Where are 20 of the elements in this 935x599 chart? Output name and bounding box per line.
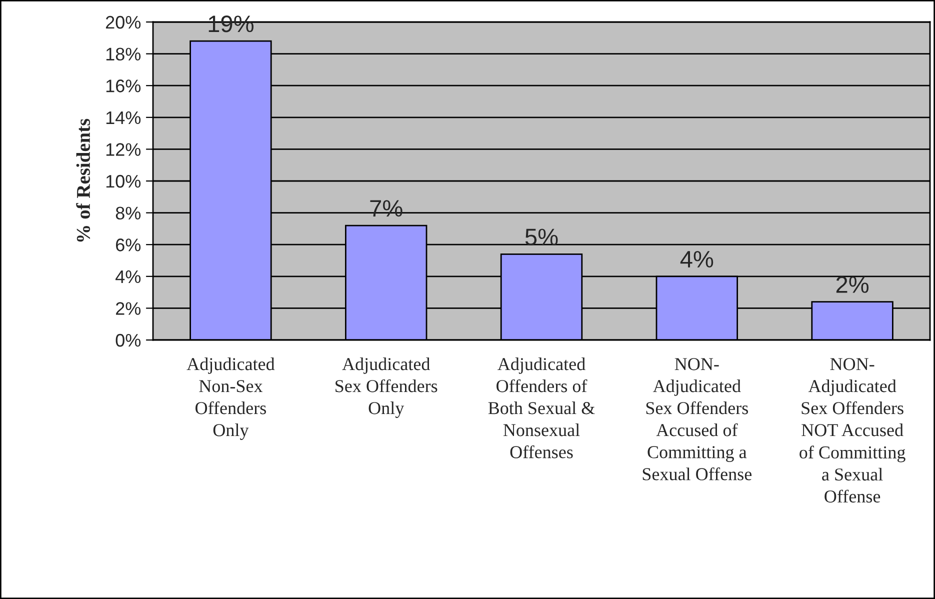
x-tick-label: NON- Adjudicated Sex Offenders NOT Accused of Committing a Sexual Offense (800, 358, 906, 503)
y-tick-label: 8% (116, 206, 141, 220)
y-tick-label: 10% (106, 174, 141, 188)
y-tick-label: 4% (116, 270, 141, 284)
y-tick-label: 14% (106, 111, 141, 124)
y-tick-label: 0% (116, 334, 141, 347)
x-tick-label: NON- Adjudicated Sex Offenders Accused of Committing a Sexual Offense (642, 358, 752, 480)
y-tick-label: 2% (116, 302, 141, 315)
y-tick-label: 20% (106, 16, 141, 29)
data-label: 5% (525, 228, 558, 246)
y-tick-label: 18% (106, 48, 141, 61)
data-label: 2% (836, 276, 869, 293)
x-tick-label: Adjudicated Non-Sex Offenders Only (186, 357, 275, 440)
data-label: 4% (680, 250, 714, 268)
y-tick-label: 12% (106, 143, 141, 156)
x-tick-label: Adjudicated Offenders of Both Sexual & Nonsexual Offenses (488, 357, 595, 458)
x-tick-label: Adjudicated Sex Offenders Only (336, 357, 438, 418)
y-axis-title: % of Residents (76, 118, 90, 242)
y-tick-label: 6% (116, 238, 141, 252)
y-tick-label: 16% (106, 80, 141, 92)
